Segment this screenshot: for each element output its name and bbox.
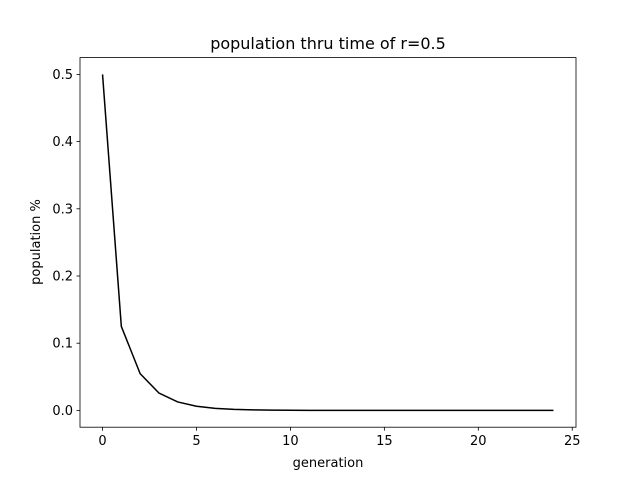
x-tick-label: 15	[376, 434, 393, 449]
chart-title: population thru time of r=0.5	[210, 34, 446, 53]
y-tick-label: 0.4	[52, 135, 73, 150]
x-axis-label: generation	[293, 456, 364, 471]
y-tick-label: 0.2	[52, 270, 73, 285]
x-tick-label: 25	[564, 434, 581, 449]
y-tick-label: 0.0	[52, 404, 73, 419]
x-tick-label: 20	[470, 434, 487, 449]
y-axis-label: population %	[29, 199, 44, 285]
plot-frame	[79, 57, 577, 428]
data-line	[101, 74, 554, 412]
x-tick-label: 5	[192, 434, 200, 449]
y-tick-label: 0.3	[52, 202, 73, 217]
y-tick-label: 0.1	[52, 337, 73, 352]
x-tick-label: 0	[98, 434, 106, 449]
x-tick-label: 10	[282, 434, 299, 449]
y-tick-label: 0.5	[52, 68, 73, 83]
